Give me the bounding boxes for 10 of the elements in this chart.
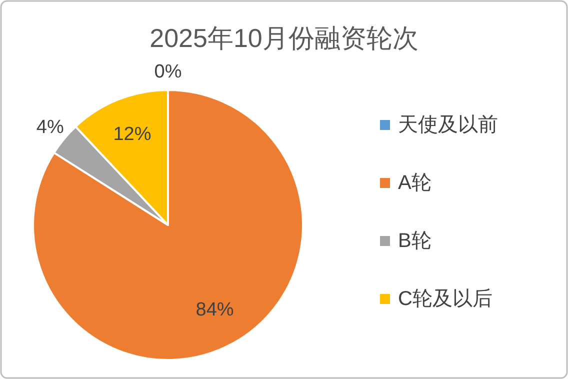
data-label: 84% — [196, 300, 234, 321]
legend-label: B轮 — [398, 230, 432, 252]
pie-slice — [32, 89, 304, 361]
legend-label: A轮 — [398, 172, 432, 194]
chart-title: 2025年10月份融资轮次 — [150, 23, 418, 53]
text: 0% — [154, 62, 182, 82]
legend-label: C轮及以后 — [398, 288, 492, 310]
data-label: 4% — [36, 116, 64, 138]
legend-label: 天使及以前 — [398, 114, 498, 136]
data-label: 12% — [113, 124, 152, 146]
